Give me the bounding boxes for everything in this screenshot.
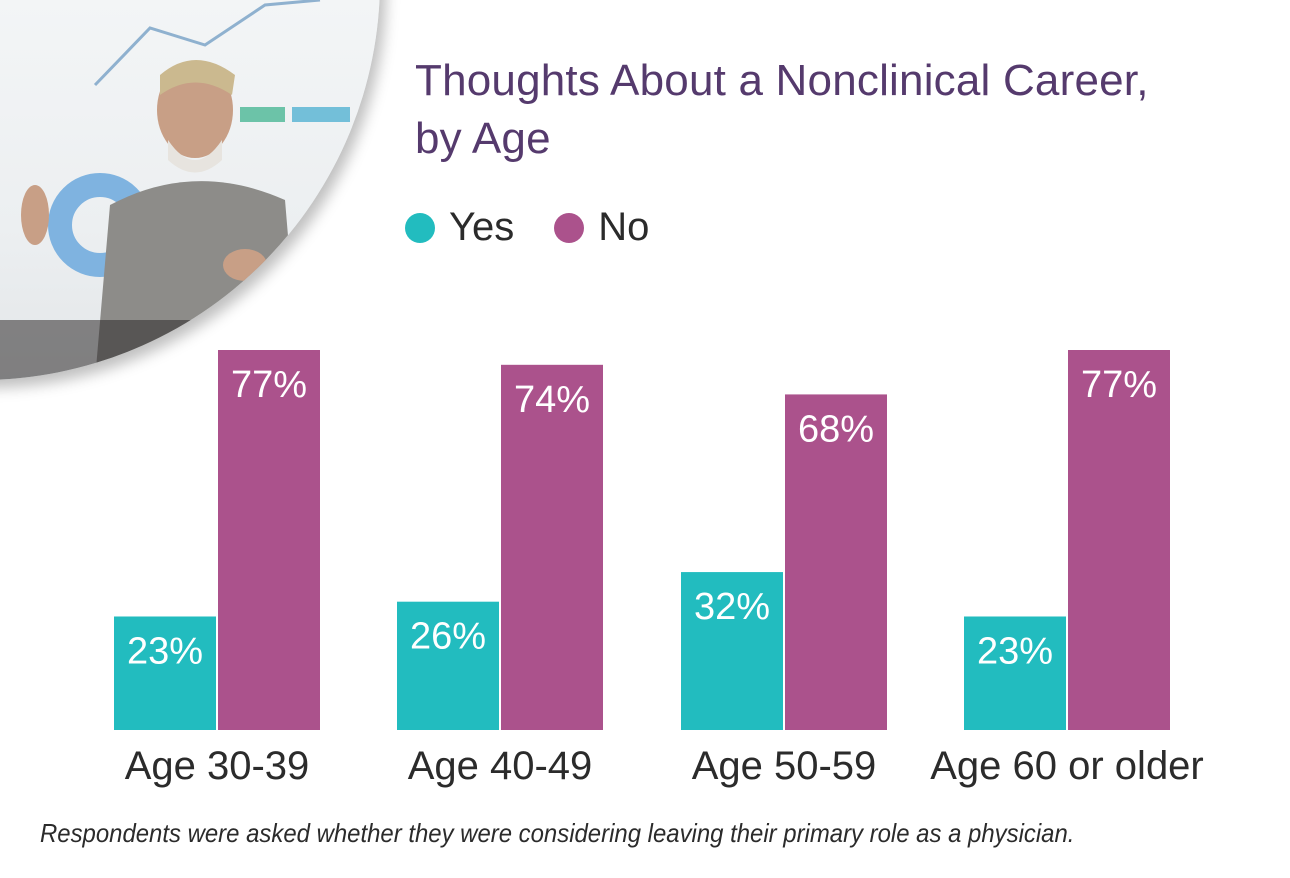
legend-label-no: No [598, 205, 650, 249]
bar-no-4 [1068, 350, 1170, 730]
bar-no-2 [501, 364, 603, 730]
screen-line-chart-icon [93, 0, 321, 87]
presenter-beard-icon [168, 140, 222, 173]
bar-yes-2 [397, 601, 499, 730]
bar-value-label: 23% [977, 630, 1053, 672]
bar-group-4: 23% 77% Age 60 or older [930, 350, 1204, 788]
legend-item-no: No [554, 205, 649, 250]
category-label: Age 40-49 [408, 744, 593, 788]
screen-button-week-icon [240, 107, 285, 122]
bar-value-label: 26% [410, 616, 486, 658]
presenter-hand-icon [223, 249, 267, 281]
category-label: Age 30-39 [125, 744, 310, 788]
presenter-photo [0, 0, 380, 380]
bar-group-3: 32% 68% Age 50-59 [681, 394, 887, 788]
bar-yes-4 [964, 616, 1066, 730]
chart-title-line-2: by Age [415, 114, 551, 163]
bar-value-label: 77% [1081, 364, 1157, 406]
screen-button-month-icon [292, 107, 350, 122]
legend-label-yes: Yes [449, 205, 515, 249]
legend-dot-no-icon [554, 212, 585, 243]
presenter-hair-icon [160, 60, 235, 95]
presentation-screen-background [0, 0, 380, 380]
bar-value-label: 32% [694, 586, 770, 628]
bar-no-3 [785, 394, 887, 730]
bar-value-label: 23% [127, 630, 203, 672]
chart-legend: Yes No [405, 205, 689, 250]
bar-yes-3 [681, 572, 783, 730]
bar-value-label: 74% [514, 379, 590, 421]
chart-title: Thoughts About a Nonclinical Career, by … [415, 52, 1255, 168]
bar-value-label: 77% [231, 364, 307, 406]
bar-yes-1 [114, 616, 216, 730]
bar-no-1 [218, 350, 320, 730]
category-label: Age 60 or older [930, 744, 1204, 788]
chart-title-line-1: Thoughts About a Nonclinical Career, [415, 56, 1149, 105]
legend-item-yes: Yes [405, 205, 514, 250]
bar-group-2: 26% 74% Age 40-49 [397, 364, 603, 788]
category-label: Age 50-59 [692, 744, 877, 788]
legend-dot-yes-icon [405, 212, 435, 243]
presenter-hand-icon [21, 185, 49, 245]
bar-value-label: 68% [798, 408, 874, 450]
chart-footnote: Respondents were asked whether they were… [40, 818, 1075, 848]
bar-group-1: 23% 77% Age 30-39 [114, 350, 320, 788]
